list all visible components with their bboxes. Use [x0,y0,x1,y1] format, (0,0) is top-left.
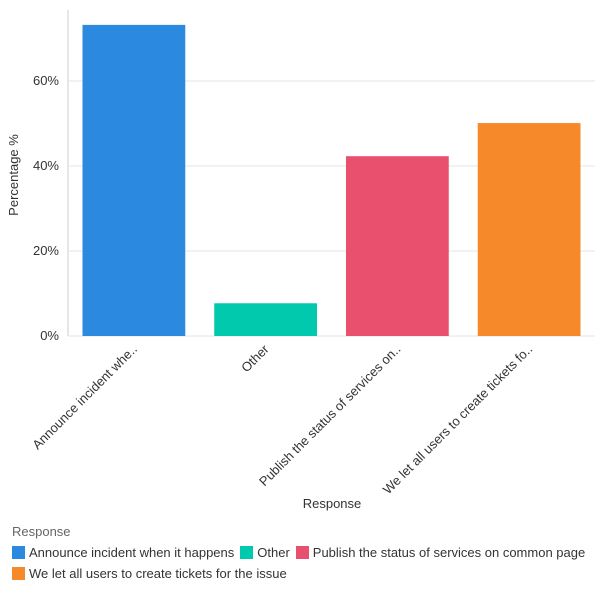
x-axis-title: Response [303,496,362,511]
legend-swatch [12,567,25,580]
legend-label: Publish the status of services on common… [312,545,586,560]
legend-label: We let all users to create tickets for t… [29,566,287,581]
legend-item[interactable]: Announce incident when it happens [12,545,234,560]
bar [82,24,186,337]
bar [214,303,318,336]
bar [477,123,581,336]
legend-item[interactable]: Publish the status of services on common… [295,545,586,560]
y-tick-label: 0% [40,328,59,343]
legend: Response Announce incident when it happe… [12,524,597,581]
y-tick-label: 20% [33,243,59,258]
x-tick-label: Announce incident whe.. [29,342,140,453]
legend-swatch [12,546,25,559]
legend-swatch [295,546,309,559]
legend-label: Announce incident when it happens [29,545,235,560]
legend-title: Response [12,524,71,539]
x-tick-label: Other [238,341,272,375]
legend-item[interactable]: We let all users to create tickets for t… [12,566,287,581]
chart: Response Percentage % 0% 20% 40% 60% Announc… [6,10,595,511]
bar [345,156,449,336]
legend-swatch [240,546,254,559]
legend-label: Other [257,545,290,560]
y-tick-label: 60% [33,73,59,88]
x-tick-label: We let all users to create tickets fo.. [380,342,536,498]
legend-items: Announce incident when it happens Other Pu… [12,545,597,581]
x-tick-label: Publish the status of services on.. [256,342,404,490]
legend-item[interactable]: Other [240,545,290,560]
y-tick-label: 40% [33,158,59,173]
y-axis-title: Percentage % [6,134,21,216]
